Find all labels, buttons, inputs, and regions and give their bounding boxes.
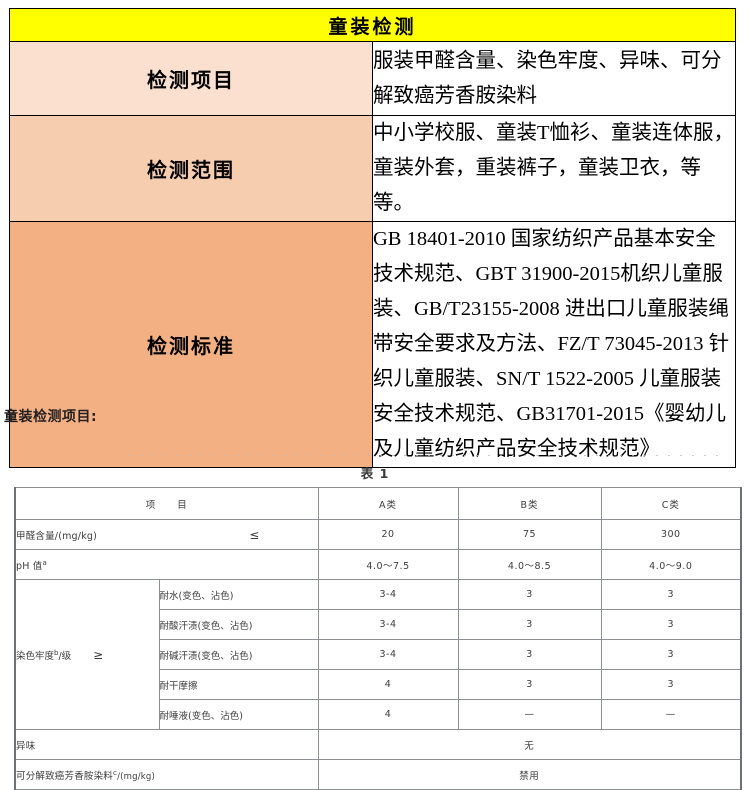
aromatic-amines-label-text: 可分解致癌芳香胺染料	[16, 770, 114, 782]
colorfastness-label-suffix: /级	[58, 650, 72, 662]
spec-row-label-ph: pH 值a	[13, 549, 319, 580]
spec-header-class-b: B类	[457, 487, 602, 520]
spec-table-caption: 表 1	[360, 466, 390, 481]
table-row-ph: pH 值a 4.0～7.5 4.0～8.5 4.0～9.0	[13, 549, 743, 580]
table-row-colorfastness-saliva: 耐唾液(变色、沾色) 4 — —	[15, 699, 743, 730]
info-value-detection-standards: GB 18401-2010 国家纺织产品基本安全技术规范、GBT 31900-2…	[372, 221, 736, 468]
spec-sub-label-alkaline-sweat: 耐碱汗渍(变色、沾色)	[158, 639, 319, 670]
spec-value-alkaline-sweat-b: 3	[457, 639, 602, 670]
table-row-colorfastness-acid-sweat: 耐酸汗渍(变色、沾色) 3-4 3 3	[15, 609, 743, 640]
table-header-row: 项 目 A类 B类 C类	[13, 487, 743, 520]
spec-value-formaldehyde-a: 20	[317, 519, 459, 550]
spec-value-dry-rub-c: 3	[600, 669, 743, 700]
spec-value-acid-sweat-a: 3-4	[317, 609, 459, 640]
table-row: 检测范围 中小学校服、童装T恤衫、童装连体服，童装外套，重装裤子，童装卫衣，等等…	[9, 115, 736, 222]
greater-than-or-equal-icon: ≥	[93, 647, 104, 662]
table-row-colorfastness-water: 染色牢度b/级 ≥ 耐水(变色、沾色) 3-4 3 3	[14, 579, 743, 730]
spec-header-class-c: C类	[600, 487, 743, 520]
table-row-formaldehyde: 甲醛含量/(mg/kg) ≤ 20 75 300	[13, 519, 743, 550]
table-row: 检测标准 GB 18401-2010 国家纺织产品基本安全技术规范、GBT 31…	[9, 221, 736, 468]
spec-value-odor: 无	[317, 729, 743, 760]
table-row-colorfastness-dry-rub: 耐干摩擦 4 3 3	[15, 669, 743, 700]
spec-sub-label-water: 耐水(变色、沾色)	[158, 579, 319, 610]
spec-row-label-odor: 异味	[13, 729, 319, 760]
spec-row-label-colorfastness: 染色牢度b/级 ≥	[14, 579, 160, 730]
aromatic-amines-footnote-marker: c	[113, 768, 118, 777]
spec-value-saliva-b: —	[457, 699, 602, 730]
aromatic-amines-unit: /(mg/kg)	[117, 771, 156, 782]
spec-value-saliva-c: —	[600, 699, 743, 730]
spec-row-label-formaldehyde: 甲醛含量/(mg/kg) ≤	[13, 519, 319, 550]
product-info-table: 童装检测 检测项目 服装甲醛含量、染色牢度、异味、可分解致癌芳香胺染料 检测范围…	[9, 8, 736, 468]
formaldehyde-label-text: 甲醛含量/(mg/kg)	[16, 530, 98, 542]
spec-sub-label-acid-sweat: 耐酸汗渍(变色、沾色)	[158, 609, 319, 640]
spec-value-water-c: 3	[600, 579, 743, 610]
ph-label-text: pH 值	[16, 560, 43, 572]
spec-sub-label-saliva: 耐唾液(变色、沾色)	[158, 699, 319, 730]
spec-value-formaldehyde-b: 75	[457, 519, 602, 550]
info-value-detection-items: 服装甲醛含量、染色牢度、异味、可分解致癌芳香胺染料	[372, 41, 736, 116]
table-row-aromatic-amines: 可分解致癌芳香胺染料c/(mg/kg) 禁用	[13, 759, 743, 790]
spec-value-water-b: 3	[457, 579, 602, 610]
less-than-or-equal-icon: ≤	[249, 527, 260, 542]
info-table-title: 童装检测	[9, 8, 736, 42]
spec-value-formaldehyde-c: 300	[600, 519, 743, 550]
info-label-detection-items: 检测项目	[9, 41, 373, 116]
spec-value-dry-rub-a: 4	[317, 669, 459, 700]
colorfastness-label-text: 染色牢度	[16, 650, 55, 662]
spec-header-item: 项 目	[13, 487, 319, 520]
spec-value-acid-sweat-c: 3	[600, 609, 743, 640]
spec-value-dry-rub-b: 3	[457, 669, 602, 700]
table-row-title: 童装检测	[9, 8, 736, 42]
table-row-odor: 异味 无	[13, 729, 743, 760]
spec-value-water-a: 3-4	[317, 579, 459, 610]
spec-value-aromatic-amines: 禁用	[317, 759, 743, 790]
spec-value-alkaline-sweat-a: 3-4	[317, 639, 459, 670]
spec-value-ph-a: 4.0～7.5	[317, 549, 459, 580]
info-label-detection-scope: 检测范围	[9, 115, 373, 222]
spec-value-acid-sweat-b: 3	[457, 609, 602, 640]
spec-row-label-aromatic-amines: 可分解致癌芳香胺染料c/(mg/kg)	[13, 759, 319, 790]
info-label-detection-standards: 检测标准	[9, 221, 373, 468]
info-value-detection-scope: 中小学校服、童装T恤衫、童装连体服，童装外套，重装裤子，童装卫衣，等等。	[372, 115, 736, 222]
spec-header-class-a: A类	[317, 487, 459, 520]
ph-footnote-marker: a	[42, 558, 47, 567]
section-heading-detection-items: 童装检测项目:	[4, 409, 98, 425]
spec-value-ph-c: 4.0～9.0	[600, 549, 743, 580]
spec-value-ph-b: 4.0～8.5	[457, 549, 602, 580]
spec-sub-label-dry-rub: 耐干摩擦	[158, 669, 319, 700]
table-row: 检测项目 服装甲醛含量、染色牢度、异味、可分解致癌芳香胺染料	[9, 41, 736, 116]
colorfastness-footnote-marker: b	[54, 648, 59, 657]
specification-table: 项 目 A类 B类 C类 甲醛含量/(mg/kg) ≤ 20 75 300 pH…	[13, 487, 743, 790]
spec-value-alkaline-sweat-c: 3	[600, 639, 743, 670]
scan-artifact-dotted-line	[128, 455, 718, 456]
spec-value-saliva-a: 4	[317, 699, 459, 730]
